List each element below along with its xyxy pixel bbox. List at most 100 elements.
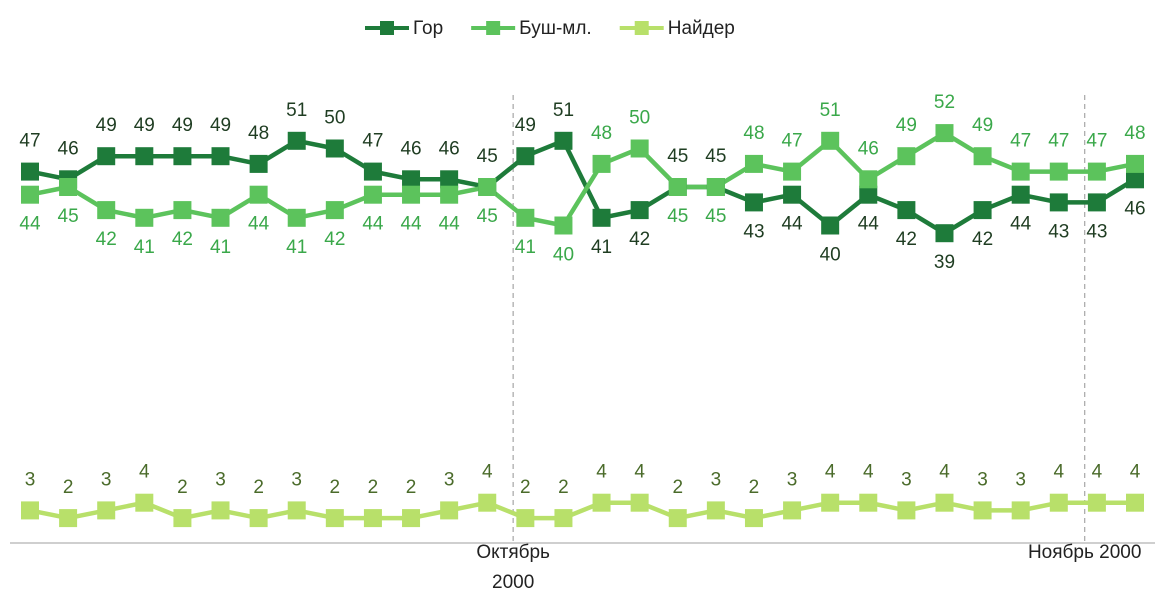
data-label: 44: [362, 214, 384, 235]
data-label: 48: [743, 123, 764, 144]
data-label: 40: [553, 245, 574, 266]
data-label: 39: [934, 252, 955, 273]
data-label: 44: [400, 214, 422, 235]
data-label: 46: [439, 138, 460, 159]
marker: [97, 501, 116, 520]
marker: [97, 147, 116, 166]
marker: [897, 201, 916, 220]
marker: [630, 201, 649, 220]
data-label: 42: [629, 229, 650, 250]
data-label: 4: [482, 462, 493, 483]
data-label: 49: [972, 115, 993, 136]
marker: [554, 131, 573, 150]
marker: [135, 208, 154, 227]
marker: [668, 509, 687, 528]
data-label: 2: [253, 477, 264, 498]
data-label: 3: [787, 469, 798, 490]
legend-marker: [380, 21, 394, 35]
marker: [363, 162, 382, 181]
marker: [211, 501, 230, 520]
marker: [249, 154, 268, 173]
marker: [173, 509, 192, 528]
data-label: 3: [901, 469, 912, 490]
x-tick-label: Октябрь 2000: [476, 542, 550, 593]
data-label: 41: [286, 237, 307, 258]
data-label: 49: [896, 115, 917, 136]
marker: [668, 178, 687, 196]
marker: [744, 154, 763, 173]
data-label: 3: [444, 469, 455, 490]
data-label: 42: [896, 229, 917, 250]
marker: [402, 170, 421, 189]
marker: [440, 185, 459, 204]
legend-label: Буш-мл.: [519, 18, 592, 39]
marker: [363, 185, 382, 204]
marker: [516, 509, 535, 528]
marker: [744, 193, 763, 212]
data-label: 42: [96, 229, 117, 250]
data-label: 41: [210, 237, 231, 258]
data-label: 44: [858, 214, 880, 235]
data-label: 50: [324, 108, 345, 129]
data-label: 3: [215, 469, 226, 490]
data-label: 49: [210, 115, 231, 136]
marker: [287, 501, 306, 520]
marker: [1126, 170, 1144, 189]
marker: [783, 501, 802, 520]
data-label: 46: [1124, 198, 1145, 219]
data-label: 44: [439, 214, 461, 235]
marker: [859, 185, 878, 204]
marker: [897, 147, 916, 166]
marker: [821, 131, 840, 150]
marker: [1087, 493, 1106, 512]
data-label: 50: [629, 108, 650, 129]
marker: [59, 178, 78, 196]
marker: [402, 185, 421, 204]
marker: [897, 501, 916, 520]
data-label: 4: [825, 462, 836, 483]
data-label: 52: [934, 92, 955, 113]
data-label: 42: [172, 229, 193, 250]
legend-marker: [634, 21, 649, 35]
marker: [1126, 493, 1144, 512]
data-label: 2: [330, 477, 341, 498]
marker: [440, 501, 459, 520]
marker: [630, 139, 649, 158]
data-label: 47: [1048, 131, 1069, 152]
data-label: 45: [58, 206, 79, 227]
marker: [211, 208, 230, 227]
data-label: 49: [172, 115, 193, 136]
marker: [821, 493, 840, 512]
data-label: 51: [553, 100, 574, 121]
marker: [554, 509, 573, 528]
marker: [630, 493, 649, 512]
series-line: [29, 500, 1135, 521]
data-label: 4: [1054, 462, 1065, 483]
data-label: 47: [1086, 131, 1107, 152]
marker: [21, 162, 39, 181]
data-label: 40: [820, 245, 841, 266]
legend-marker: [486, 21, 501, 35]
data-label: 42: [972, 229, 993, 250]
data-label: 3: [711, 469, 722, 490]
data-label: 41: [591, 237, 612, 258]
marker: [59, 509, 78, 528]
data-label: 51: [286, 100, 307, 121]
data-label: 3: [1015, 469, 1026, 490]
data-label: 47: [1010, 131, 1031, 152]
marker: [173, 147, 192, 166]
data-label: 2: [177, 477, 188, 498]
marker: [973, 201, 992, 220]
marker: [325, 201, 344, 220]
marker: [516, 208, 535, 227]
marker: [1087, 193, 1106, 212]
data-label: 2: [672, 477, 683, 498]
marker: [1049, 493, 1068, 512]
legend-label: Найдер: [668, 18, 735, 39]
marker: [1011, 501, 1030, 520]
data-label: 3: [977, 469, 988, 490]
data-label: 47: [19, 131, 40, 152]
marker: [440, 170, 459, 189]
